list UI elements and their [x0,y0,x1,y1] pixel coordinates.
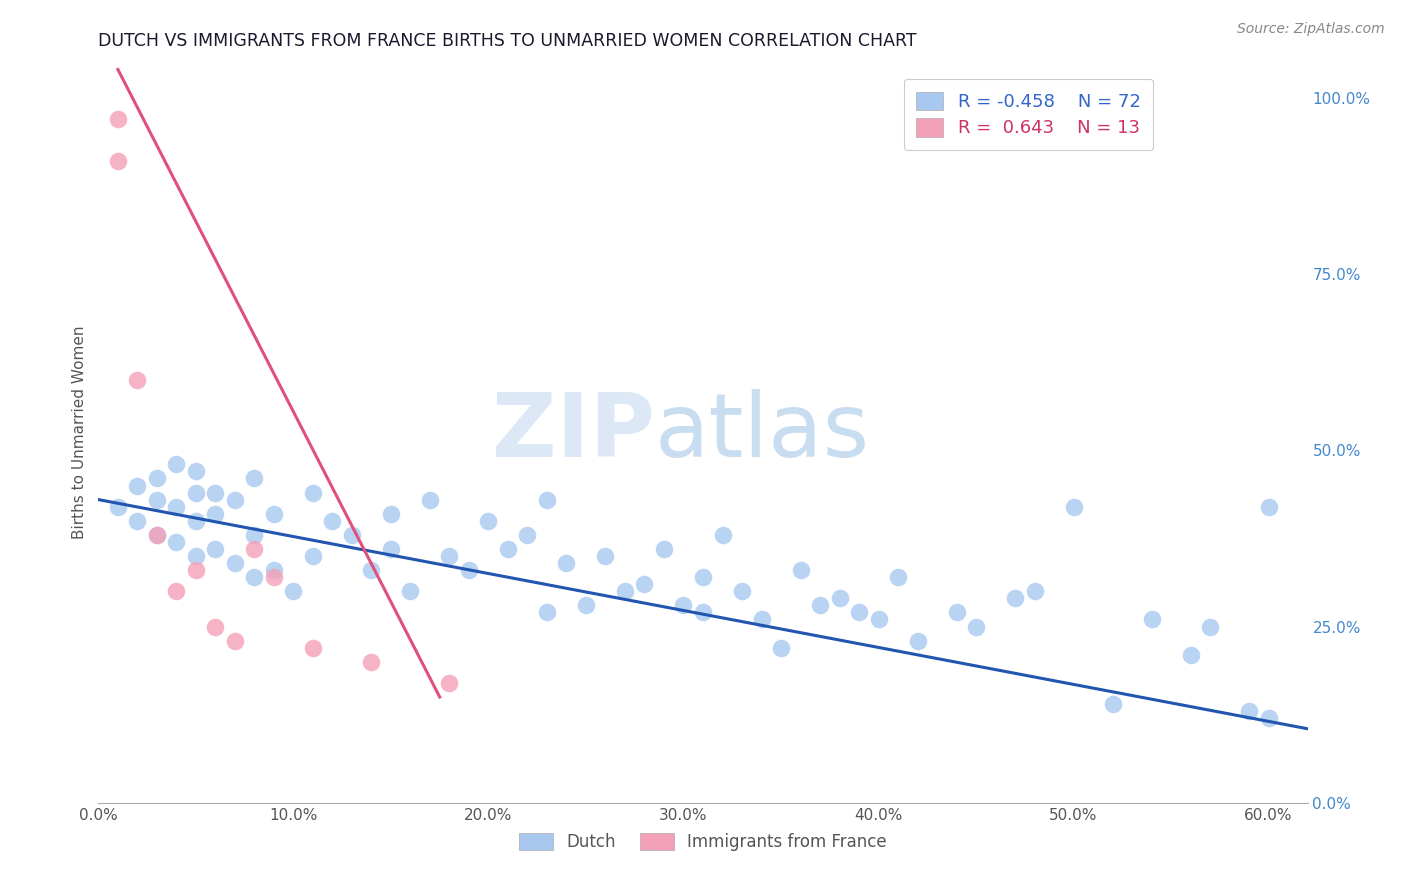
Point [107,112,129,126]
Point [127,514,149,528]
Point [224,556,246,570]
Point [204,507,226,521]
Point [204,485,226,500]
Point [1101,697,1123,711]
Point [146,492,169,507]
Text: Source: ZipAtlas.com: Source: ZipAtlas.com [1237,22,1385,37]
Point [263,570,285,584]
Point [302,640,325,655]
Point [477,514,499,528]
Point [399,584,422,599]
Point [184,464,207,478]
Point [302,485,325,500]
Point [184,485,207,500]
Point [536,606,558,620]
Point [1257,500,1279,514]
Point [769,640,792,655]
Point [165,500,187,514]
Point [828,591,851,606]
Point [243,528,266,542]
Point [165,535,187,549]
Point [419,492,441,507]
Point [340,528,363,542]
Point [496,541,519,556]
Point [887,570,910,584]
Point [243,541,266,556]
Y-axis label: Births to Unmarried Women: Births to Unmarried Women [72,326,87,540]
Point [751,612,773,626]
Point [243,471,266,485]
Point [146,528,169,542]
Point [165,584,187,599]
Text: atlas: atlas [655,389,870,476]
Point [808,599,831,613]
Point [1140,612,1163,626]
Point [263,563,285,577]
Point [1063,500,1085,514]
Point [575,599,598,613]
Point [439,676,461,690]
Point [731,584,754,599]
Point [243,570,266,584]
Point [907,633,929,648]
Point [1180,648,1202,662]
Point [165,458,187,472]
Point [1199,619,1222,633]
Point [380,541,402,556]
Point [360,563,382,577]
Point [439,549,461,563]
Point [692,606,714,620]
Point [1237,704,1260,718]
Point [146,528,169,542]
Point [204,541,226,556]
Point [107,154,129,169]
Point [127,478,149,492]
Point [321,514,343,528]
Point [302,549,325,563]
Point [224,492,246,507]
Point [652,541,675,556]
Point [1257,711,1279,725]
Point [184,563,207,577]
Text: ZIP: ZIP [492,389,655,476]
Point [848,606,870,620]
Point [536,492,558,507]
Point [516,528,538,542]
Point [1004,591,1026,606]
Point [380,507,402,521]
Point [1024,584,1046,599]
Point [672,599,695,613]
Point [263,507,285,521]
Point [184,549,207,563]
Point [945,606,967,620]
Point [692,570,714,584]
Point [633,577,655,591]
Point [107,500,129,514]
Point [204,619,226,633]
Point [965,619,987,633]
Point [555,556,578,570]
Point [595,549,617,563]
Point [868,612,890,626]
Point [458,563,481,577]
Legend: Dutch, Immigrants from France: Dutch, Immigrants from France [513,826,893,857]
Point [127,373,149,387]
Point [614,584,637,599]
Point [184,514,207,528]
Point [224,633,246,648]
Point [711,528,734,542]
Point [360,655,382,669]
Point [789,563,811,577]
Text: DUTCH VS IMMIGRANTS FROM FRANCE BIRTHS TO UNMARRIED WOMEN CORRELATION CHART: DUTCH VS IMMIGRANTS FROM FRANCE BIRTHS T… [98,32,917,50]
Point [283,584,305,599]
Point [146,471,169,485]
